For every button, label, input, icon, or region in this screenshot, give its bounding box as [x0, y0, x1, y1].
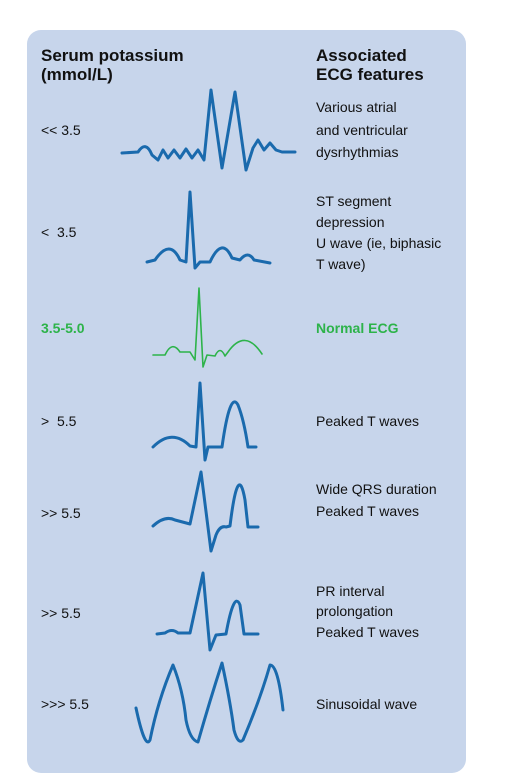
- feature: Various atrial: [316, 99, 397, 115]
- level: >> 5.5: [41, 505, 81, 521]
- panel: [27, 30, 466, 773]
- level: << 3.5: [41, 122, 81, 138]
- feature: Normal ECG: [316, 320, 399, 336]
- level: >> 5.5: [41, 605, 81, 621]
- ecg-wave: [145, 190, 272, 270]
- feature: depression: [316, 214, 385, 230]
- feature: U wave (ie, biphasic: [316, 235, 441, 251]
- feature: Wide QRS duration: [316, 481, 437, 497]
- level: > 5.5: [41, 413, 77, 429]
- level: 3.5-5.0: [41, 320, 85, 336]
- level: >>> 5.5: [41, 696, 89, 712]
- ecg-wave: [134, 661, 285, 744]
- ecg-wave: [151, 381, 258, 462]
- feature: PR interval: [316, 583, 384, 599]
- ecg-wave: [155, 571, 260, 652]
- header-left: Serum potassium: [41, 46, 184, 65]
- level: < 3.5: [41, 224, 77, 240]
- feature: Peaked T waves: [316, 624, 419, 640]
- feature: ST segment: [316, 193, 391, 209]
- feature: T wave): [316, 256, 366, 272]
- ecg-wave: [120, 88, 297, 172]
- feature: dysrhythmias: [316, 144, 398, 160]
- feature: Peaked T waves: [316, 413, 419, 429]
- ecg-wave: [152, 287, 263, 368]
- feature: prolongation: [316, 603, 393, 619]
- header-right: ECG features: [316, 65, 424, 84]
- feature: Sinusoidal wave: [316, 696, 417, 712]
- header-left: (mmol/L): [41, 65, 113, 84]
- feature: and ventricular: [316, 122, 408, 138]
- feature: Peaked T waves: [316, 503, 419, 519]
- header-right: Associated: [316, 46, 407, 65]
- ecg-wave: [151, 470, 260, 553]
